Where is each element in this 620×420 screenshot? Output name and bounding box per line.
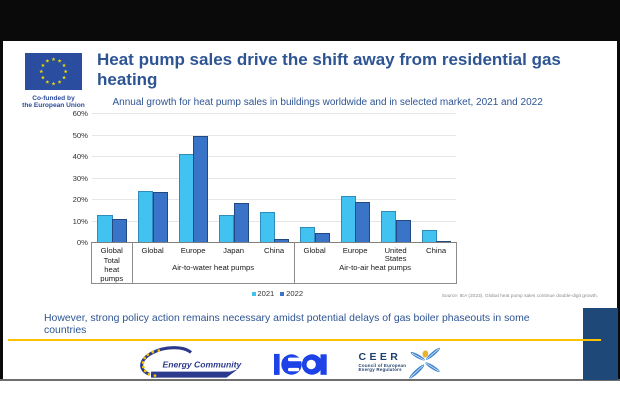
svg-text:Energy Community: Energy Community <box>163 359 243 369</box>
